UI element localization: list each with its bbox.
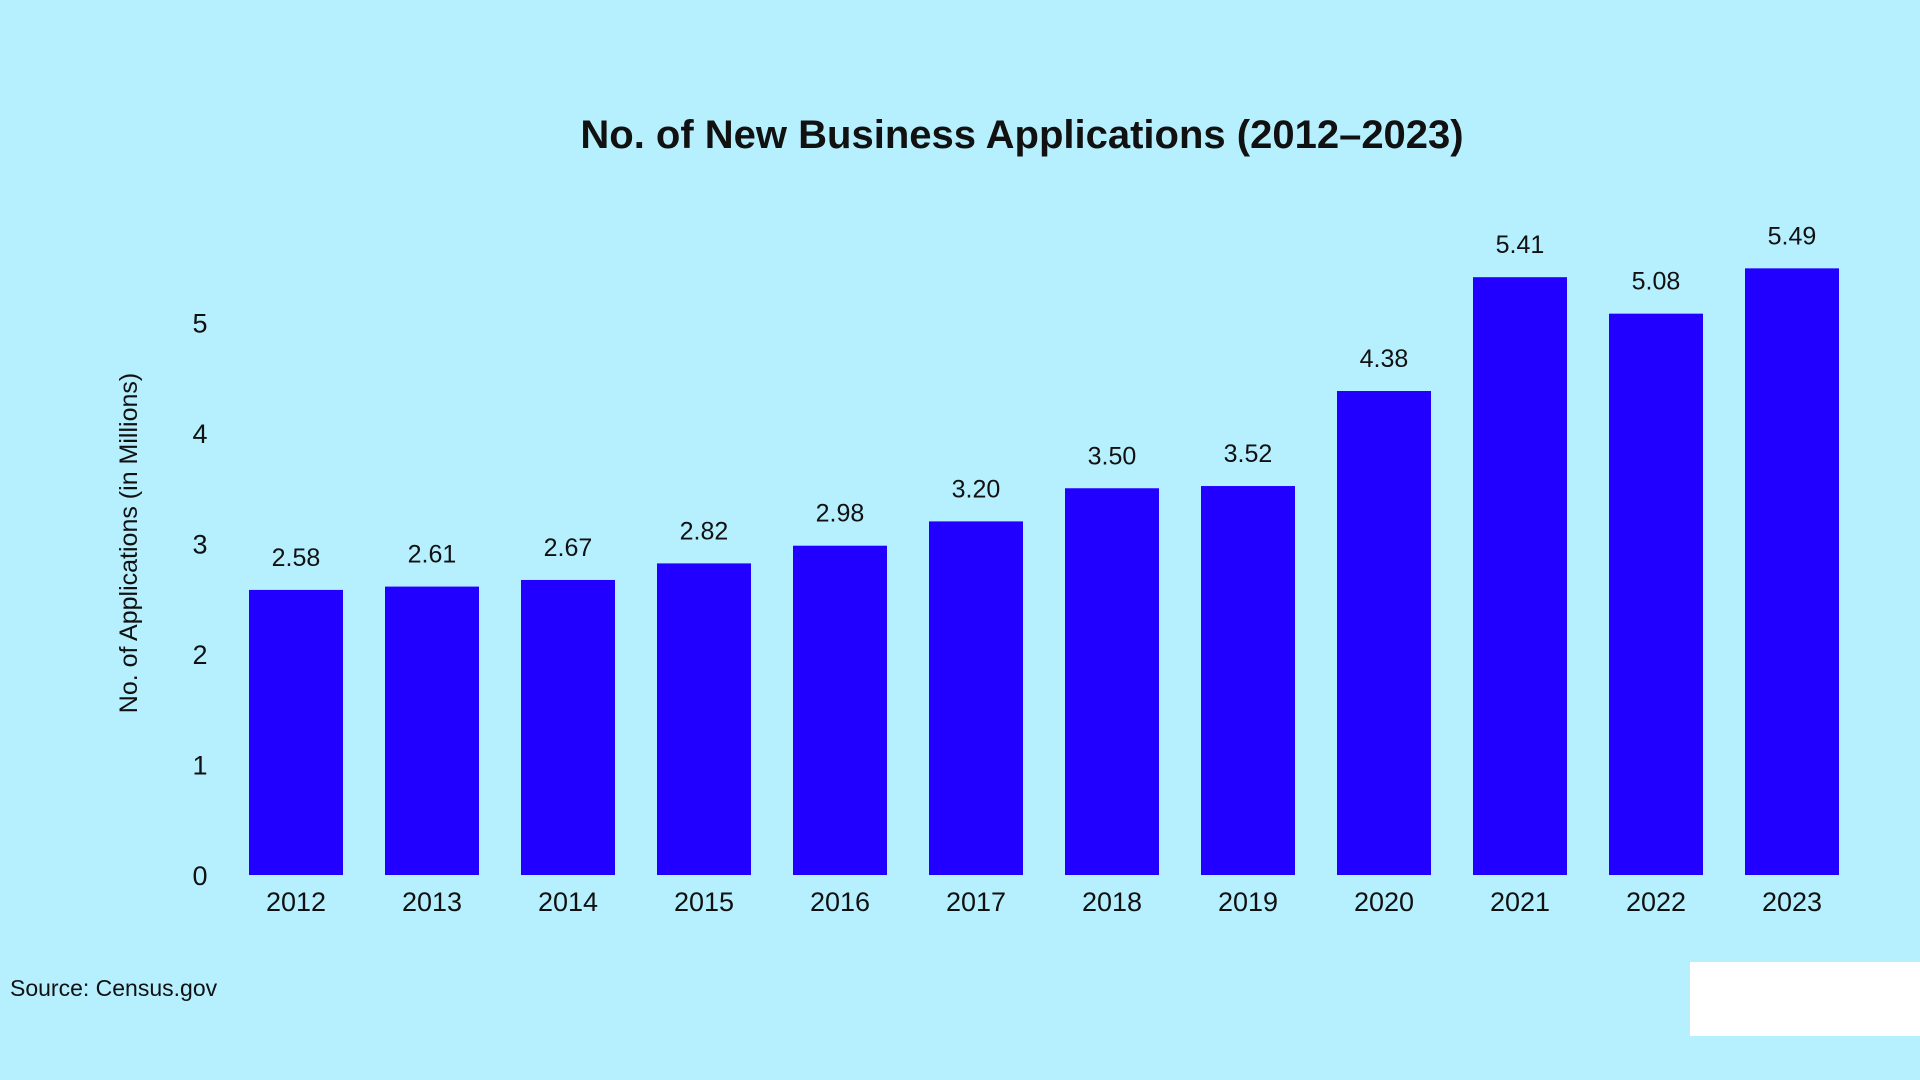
data-label-2021: 5.41 <box>1496 231 1545 259</box>
bar-2015 <box>657 563 751 875</box>
bar-2014 <box>521 579 615 875</box>
bar-2023 <box>1745 268 1839 876</box>
data-label-2019: 3.52 <box>1224 440 1273 468</box>
x-tick-label-2021: 2021 <box>1490 887 1550 917</box>
y-tick-label: 4 <box>192 419 207 449</box>
blank-panel <box>1690 962 1920 1036</box>
x-tick-label-2013: 2013 <box>402 887 462 917</box>
data-label-2017: 3.20 <box>952 475 1001 503</box>
chart-title: No. of New Business Applications (2012–2… <box>580 113 1463 157</box>
y-tick-label: 3 <box>192 530 207 560</box>
bar-2021 <box>1473 277 1567 875</box>
bar-2018 <box>1065 488 1159 875</box>
bar-2016 <box>793 545 887 875</box>
y-axis-label: No. of Applications (in Millions) <box>115 373 143 713</box>
x-tick-label-2014: 2014 <box>538 887 598 917</box>
x-tick-label-2019: 2019 <box>1218 887 1278 917</box>
x-axis-ticks: 2012 2013 2014 2015 2016 2017 2018 2019 2020 2021… <box>266 887 1822 917</box>
data-label-2018: 3.50 <box>1088 442 1137 470</box>
bar-2013 <box>385 586 479 875</box>
x-tick-label-2023: 2023 <box>1762 887 1822 917</box>
data-label-2013: 2.61 <box>408 541 457 569</box>
x-tick-label-2015: 2015 <box>674 887 734 917</box>
data-label-2020: 4.38 <box>1360 345 1409 373</box>
y-axis-ticks: 0 1 2 3 4 5 <box>192 309 207 892</box>
x-tick-label-2018: 2018 <box>1082 887 1142 917</box>
data-labels: 2.58 2.61 2.67 2.82 2.98 3.20 3.50 3.52 4.38 5.41… <box>272 222 1817 572</box>
data-label-2012: 2.58 <box>272 544 321 572</box>
x-tick-label-2020: 2020 <box>1354 887 1414 917</box>
y-tick-label: 1 <box>192 751 207 781</box>
x-tick-label-2017: 2017 <box>946 887 1006 917</box>
bar-2019 <box>1201 486 1295 875</box>
bar-2022 <box>1609 313 1703 875</box>
data-label-2023: 5.49 <box>1768 222 1817 250</box>
bar-2017 <box>929 521 1023 875</box>
x-tick-label-2016: 2016 <box>810 887 870 917</box>
data-label-2015: 2.82 <box>680 517 729 545</box>
data-label-2016: 2.98 <box>816 500 865 528</box>
data-label-2022: 5.08 <box>1632 268 1681 296</box>
data-label-2014: 2.67 <box>544 534 593 562</box>
x-tick-label-2022: 2022 <box>1626 887 1686 917</box>
bars <box>249 268 1839 876</box>
y-tick-label: 0 <box>192 861 207 891</box>
y-tick-label: 5 <box>192 309 207 339</box>
bar-2020 <box>1337 391 1431 875</box>
source-note: Source: Census.gov <box>10 975 218 1001</box>
y-tick-label: 2 <box>192 640 207 670</box>
x-tick-label-2012: 2012 <box>266 887 326 917</box>
bar-2012 <box>249 589 343 875</box>
